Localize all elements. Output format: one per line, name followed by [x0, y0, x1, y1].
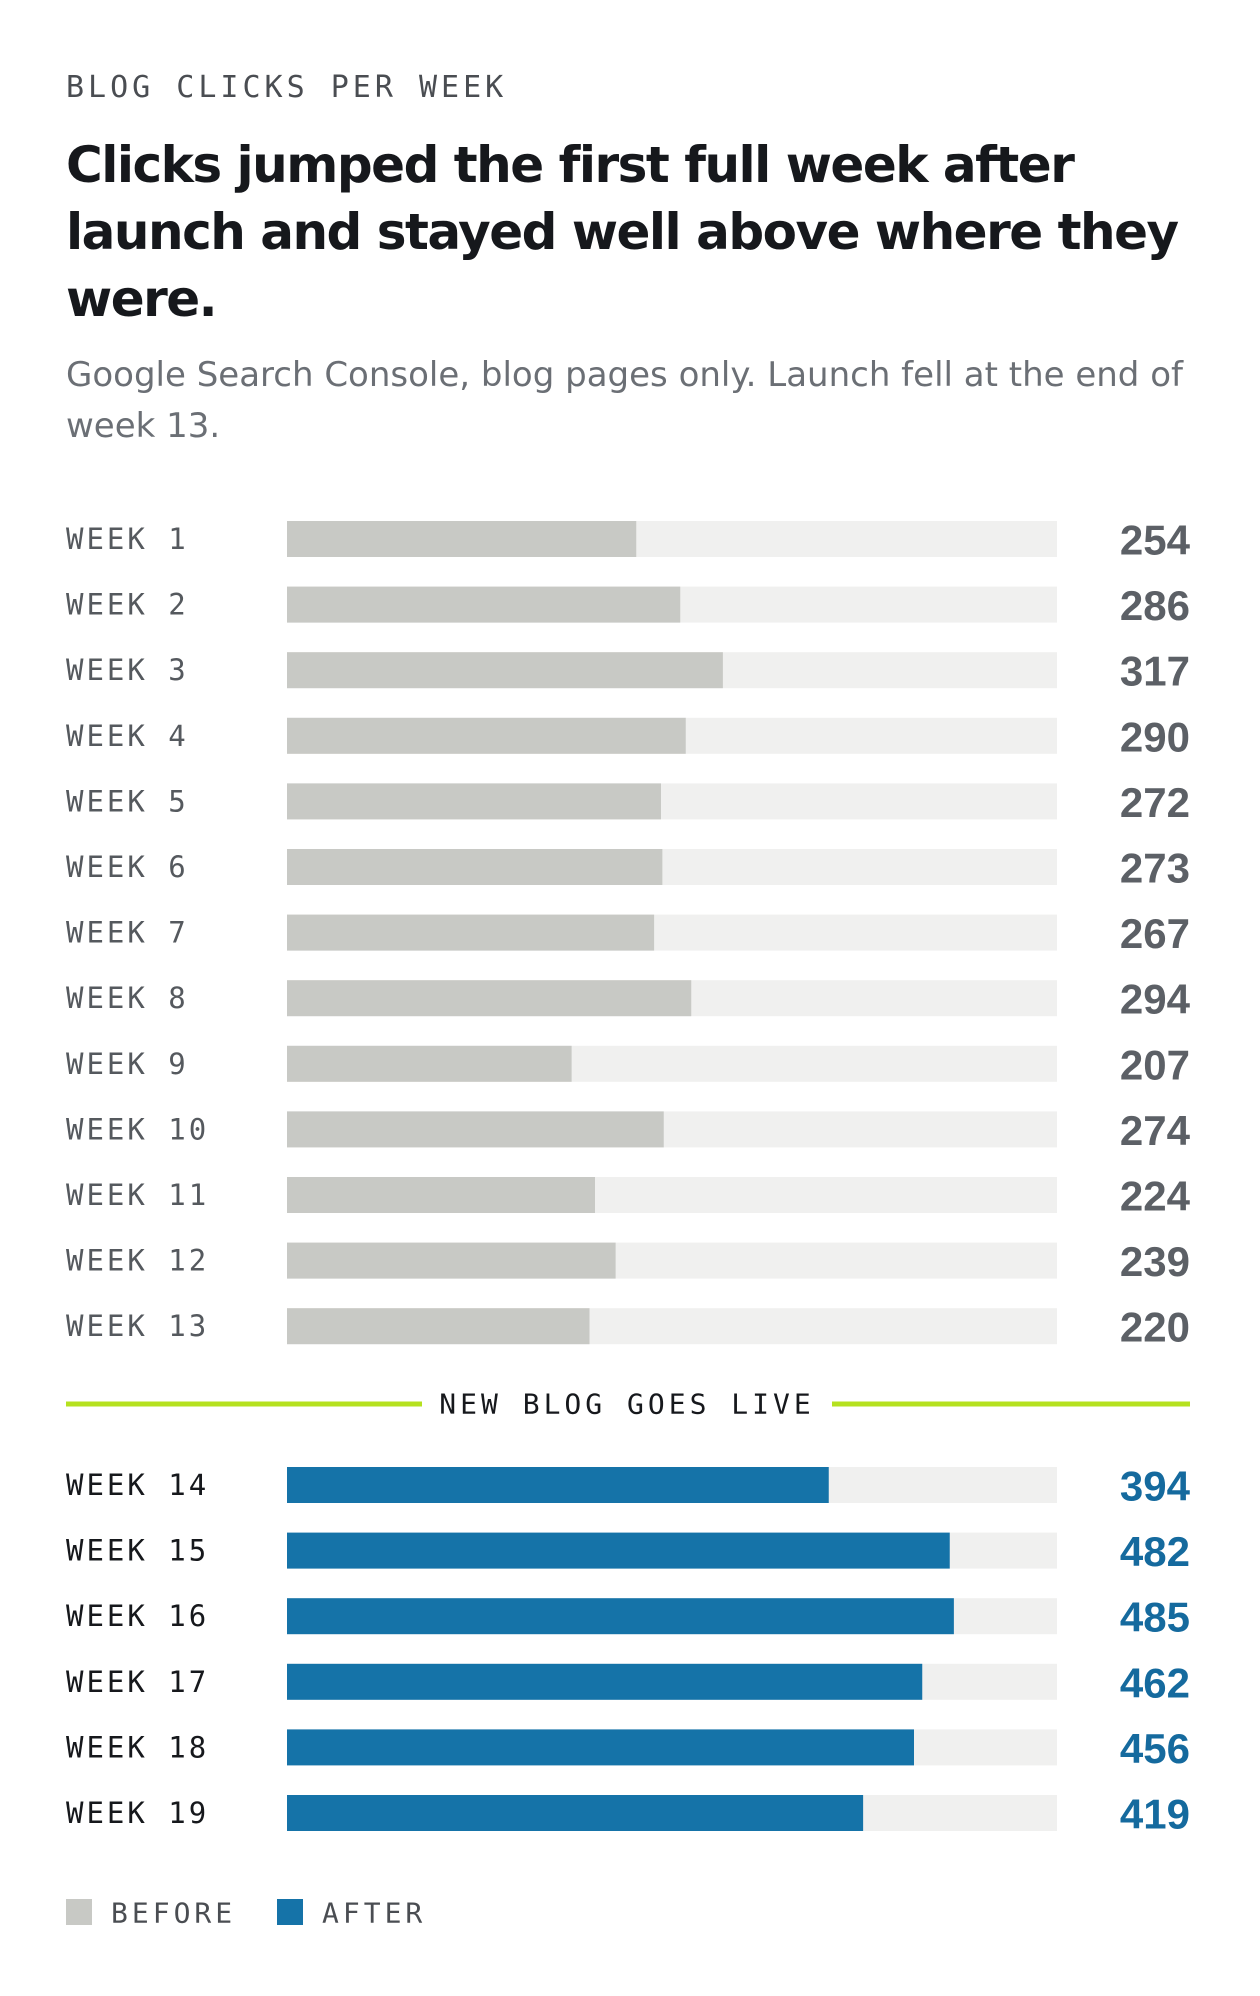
value-label-week-12: 239 — [1120, 1238, 1190, 1285]
category-label-week-15: WEEK 15 — [66, 1534, 209, 1568]
category-label-week-18: WEEK 18 — [66, 1730, 209, 1764]
bar-week-10 — [287, 1111, 664, 1148]
bar-week-17 — [287, 1663, 923, 1700]
category-label-week-8: WEEK 8 — [66, 981, 189, 1015]
value-label-week-13: 220 — [1120, 1304, 1190, 1351]
bar-week-8 — [287, 980, 692, 1017]
launch-annotation: NEW BLOG GOES LIVE — [439, 1388, 814, 1421]
legend-swatch-before — [66, 1899, 92, 1925]
category-label-week-3: WEEK 3 — [66, 653, 189, 687]
value-label-week-11: 224 — [1120, 1173, 1191, 1220]
category-label-week-17: WEEK 17 — [66, 1665, 209, 1699]
bar-week-15 — [287, 1532, 950, 1569]
chart-eyebrow: BLOG CLICKS PER WEEK — [66, 70, 508, 105]
value-label-week-5: 272 — [1120, 779, 1190, 826]
bar-week-12 — [287, 1242, 616, 1279]
bar-week-4 — [287, 717, 686, 754]
bar-week-14 — [287, 1467, 829, 1503]
category-label-week-5: WEEK 5 — [66, 784, 189, 818]
bar-week-13 — [287, 1308, 590, 1345]
category-label-week-10: WEEK 10 — [66, 1112, 209, 1146]
category-label-week-16: WEEK 16 — [66, 1599, 209, 1633]
category-label-week-4: WEEK 4 — [66, 719, 189, 753]
value-label-week-15: 482 — [1120, 1528, 1190, 1575]
bar-week-2 — [287, 586, 681, 623]
value-label-week-4: 290 — [1120, 713, 1190, 760]
category-label-week-6: WEEK 6 — [66, 850, 189, 884]
category-label-week-11: WEEK 11 — [66, 1178, 209, 1212]
legend-label-before: BEFORE — [111, 1897, 236, 1930]
value-label-week-9: 207 — [1120, 1041, 1190, 1088]
value-label-week-8: 294 — [1120, 976, 1191, 1023]
bar-week-6 — [287, 849, 663, 885]
bar-week-16 — [287, 1598, 954, 1635]
value-label-week-19: 419 — [1120, 1791, 1190, 1838]
category-label-week-19: WEEK 19 — [66, 1796, 209, 1830]
category-label-week-14: WEEK 14 — [66, 1468, 209, 1502]
category-label-week-12: WEEK 12 — [66, 1244, 209, 1278]
value-label-week-6: 273 — [1120, 845, 1190, 892]
category-label-week-2: WEEK 2 — [66, 588, 189, 622]
bar-week-5 — [287, 783, 661, 820]
value-label-week-18: 456 — [1120, 1725, 1190, 1772]
bar-week-9 — [287, 1045, 572, 1082]
chart-title: Clicks jumped the first full week after … — [66, 136, 1179, 328]
category-label-week-9: WEEK 9 — [66, 1047, 189, 1081]
bar-week-11 — [287, 1177, 595, 1213]
value-label-week-14: 394 — [1120, 1463, 1191, 1510]
legend-swatch-after — [277, 1899, 303, 1925]
bar-week-19 — [287, 1795, 864, 1831]
chart-subtitle: Google Search Console, blog pages only. … — [66, 355, 1183, 446]
category-label-week-13: WEEK 13 — [66, 1309, 209, 1343]
category-label-week-7: WEEK 7 — [66, 916, 189, 950]
bar-week-1 — [287, 521, 637, 557]
value-label-week-7: 267 — [1120, 910, 1190, 957]
bar-week-18 — [287, 1729, 914, 1766]
value-label-week-16: 485 — [1120, 1594, 1190, 1641]
value-label-week-2: 286 — [1120, 582, 1190, 629]
legend-label-after: AFTER — [322, 1897, 426, 1930]
bar-week-3 — [287, 652, 723, 689]
value-label-week-1: 254 — [1120, 517, 1191, 564]
value-label-week-3: 317 — [1120, 648, 1190, 695]
bar-week-7 — [287, 914, 655, 951]
value-label-week-10: 274 — [1120, 1107, 1191, 1154]
category-label-week-1: WEEK 1 — [66, 522, 189, 556]
value-label-week-17: 462 — [1120, 1659, 1190, 1706]
